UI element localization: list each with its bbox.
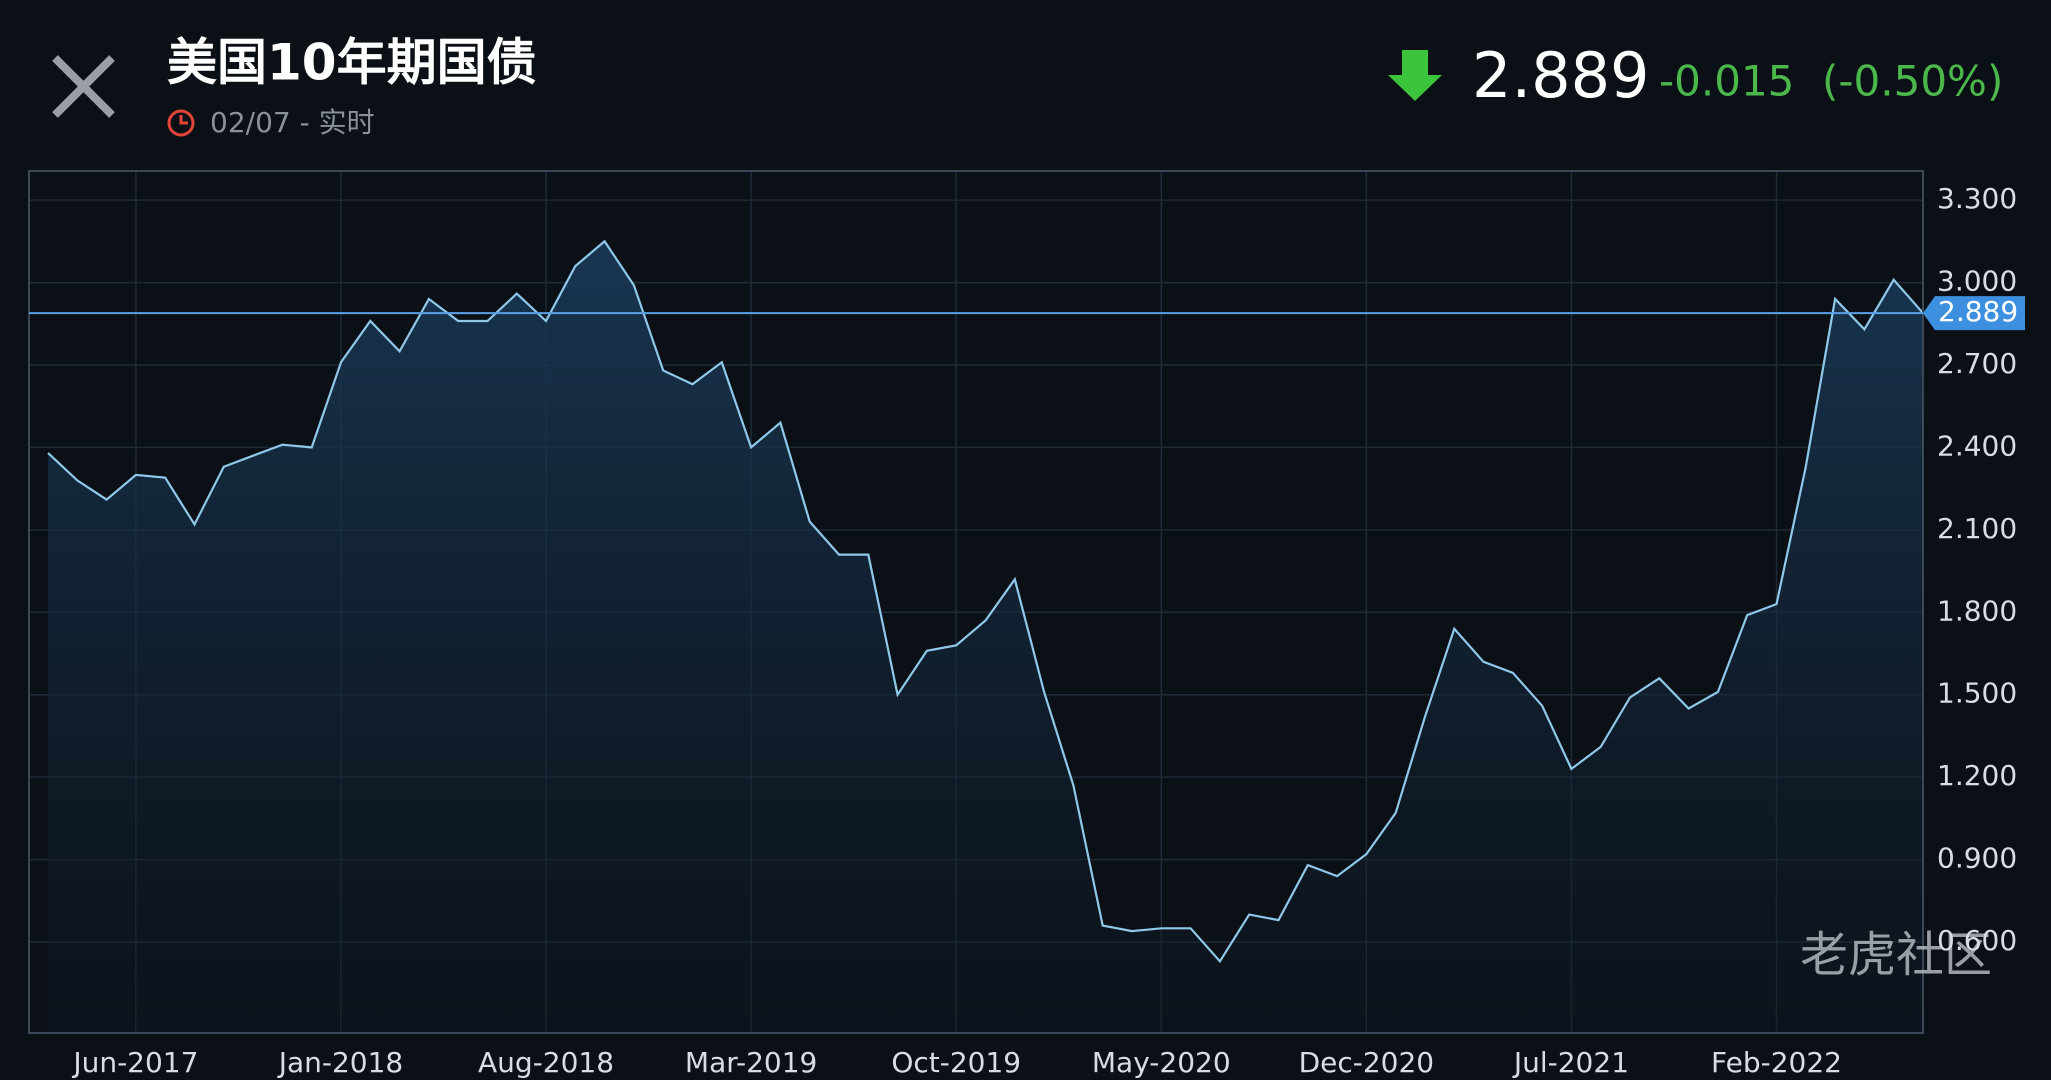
x-tick-label: Jul-2021	[1512, 1046, 1629, 1079]
line	[47, 239, 1924, 964]
y-tick-label: 2.100	[1937, 512, 2017, 545]
watermark: 老虎社区	[1800, 927, 1992, 983]
clock-icon	[167, 109, 195, 137]
y-tick-label: 0.900	[1937, 842, 2017, 875]
price: 2.889	[1472, 39, 1650, 112]
close-button[interactable]	[52, 55, 115, 118]
y-tick-label: 3.300	[1937, 182, 2017, 215]
clock-hand	[179, 115, 188, 125]
plot-frame	[28, 170, 1924, 1034]
x-tick-label: Jun-2017	[71, 1046, 198, 1079]
y-tick-label: 0.600	[1937, 924, 2017, 957]
y-tick-label: 2.400	[1937, 429, 2017, 462]
title: 美国10年期国债	[167, 34, 537, 92]
y-tick-label: 2.700	[1937, 347, 2017, 380]
current-value-tag	[1923, 296, 2025, 331]
change-percent: (-0.50%)	[1822, 57, 2003, 106]
down-arrow	[1388, 50, 1442, 101]
y-tick-label: 3.000	[1937, 265, 2017, 298]
x-tick-label: Feb-2022	[1711, 1046, 1842, 1079]
x-tick-label: Oct-2019	[891, 1046, 1021, 1079]
x-tick-label: Dec-2020	[1299, 1046, 1435, 1079]
area	[48, 241, 1923, 1034]
x-tick-label: Aug-2018	[478, 1046, 614, 1079]
x-tick-label: Jan-2018	[277, 1046, 404, 1079]
x-tick-label: Mar-2019	[685, 1046, 817, 1079]
change: -0.015	[1659, 57, 1794, 106]
current-value-label: 2.889	[1938, 295, 2018, 328]
x-tick-label: May-2020	[1092, 1046, 1231, 1079]
y-tick-label: 1.800	[1937, 594, 2017, 627]
y-tick-label: 1.200	[1937, 759, 2017, 792]
y-tick-label: 1.500	[1937, 677, 2017, 710]
subtitle: 02/07 - 实时	[210, 106, 375, 139]
